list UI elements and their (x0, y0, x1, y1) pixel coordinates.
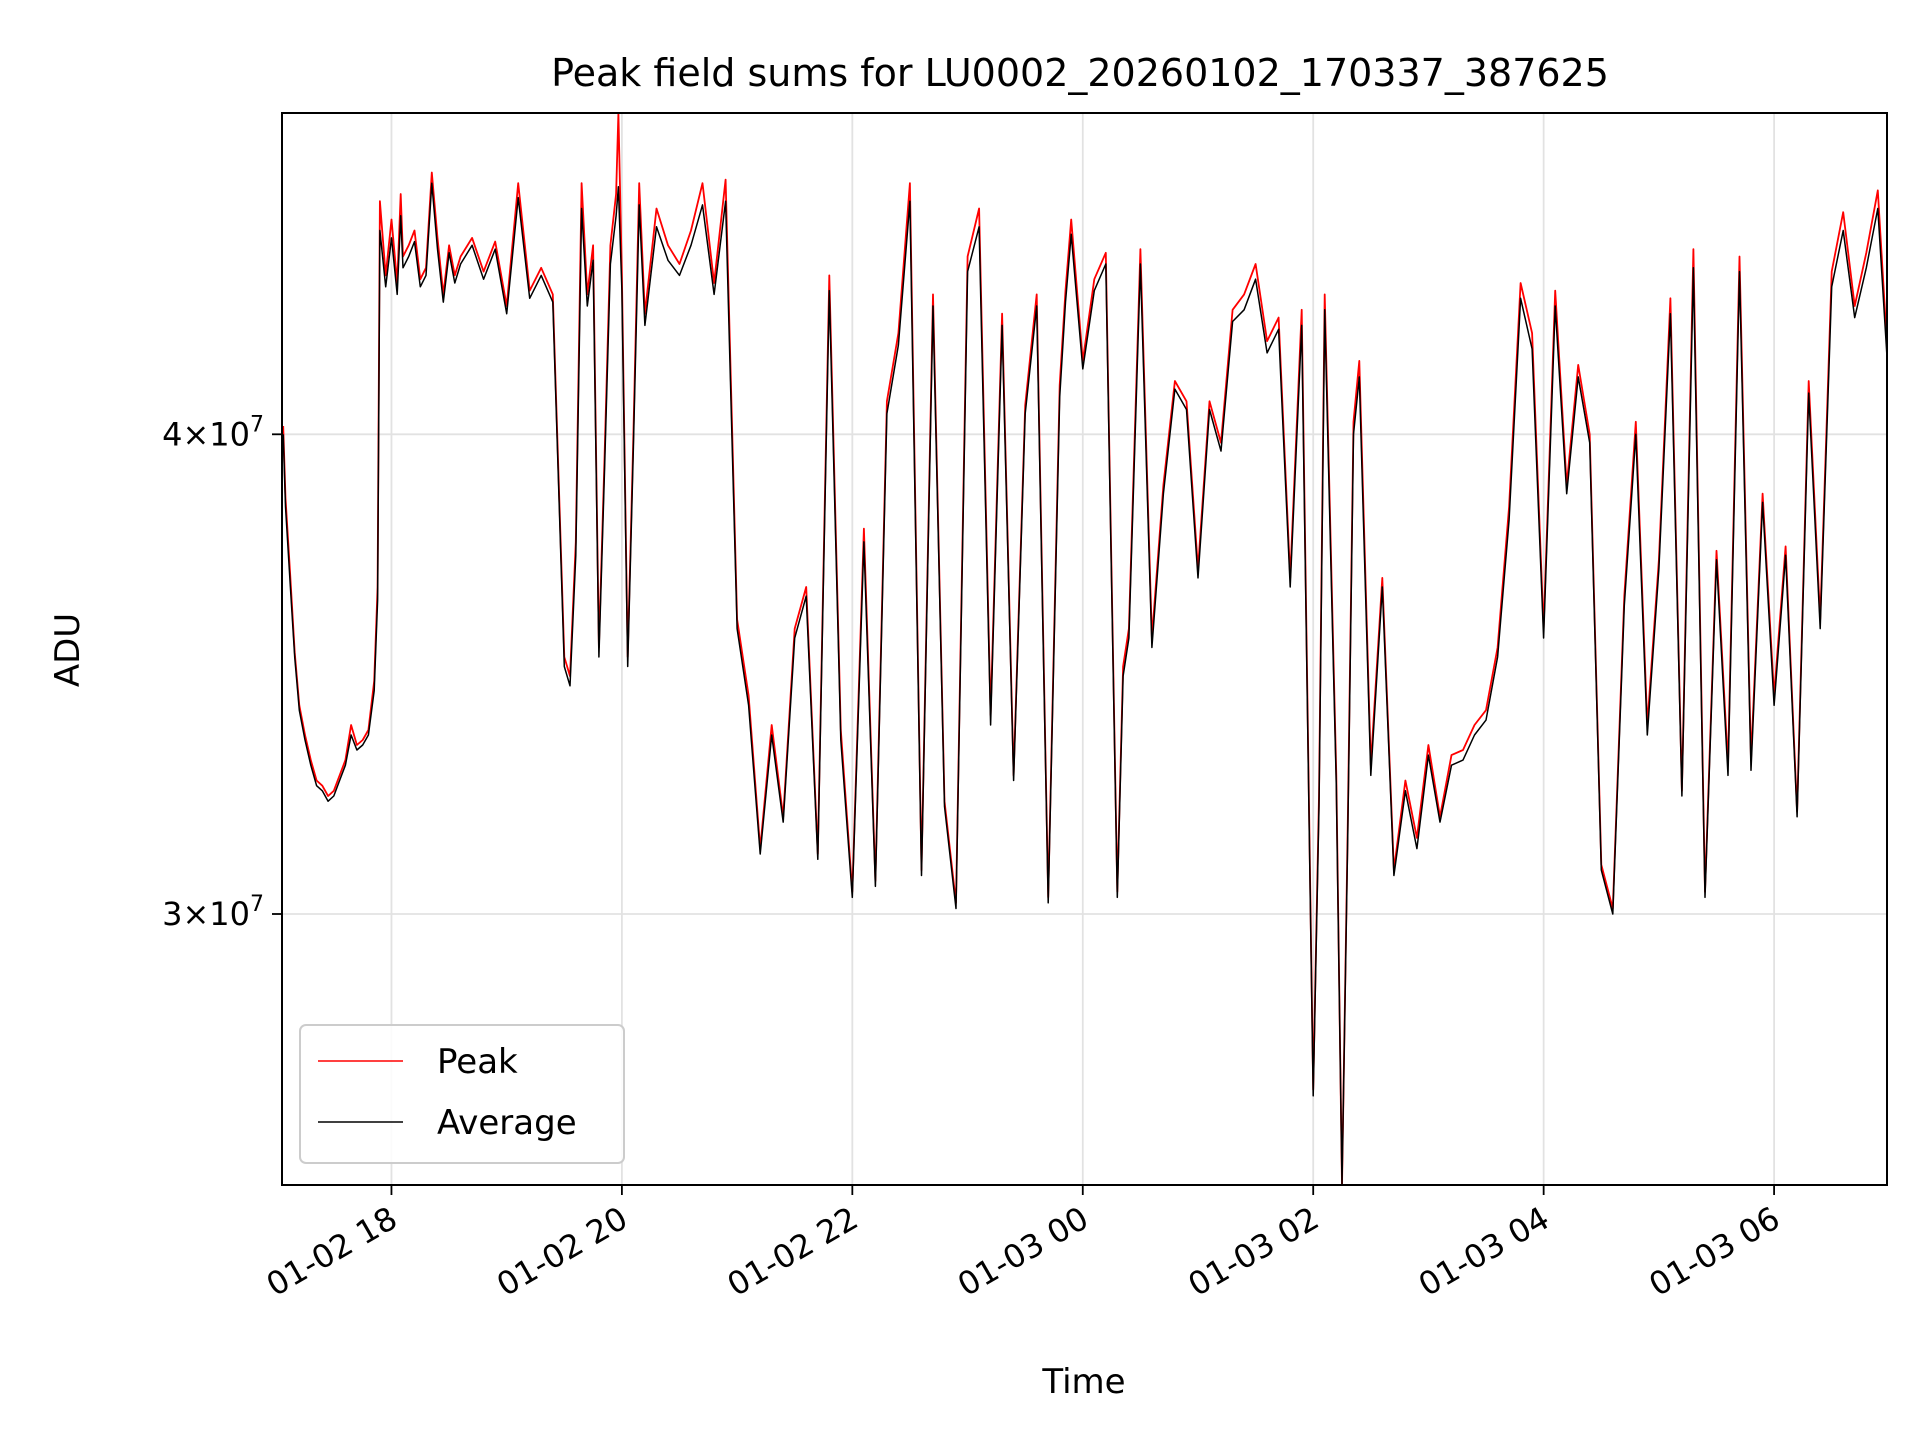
y-tick-label: 3×107 (162, 892, 264, 933)
chart-title: Peak field sums for LU0002_20260102_1703… (551, 51, 1609, 95)
y-axis-ticks: 3×107 4×107 (162, 412, 282, 933)
legend-box (299, 1024, 625, 1164)
x-axis-label: Time (1041, 1362, 1125, 1402)
series-line-average (282, 182, 1887, 1185)
series-lines (282, 113, 1887, 1185)
y-tick-label: 4×107 (162, 412, 264, 453)
legend: Peak Average (299, 1024, 625, 1164)
legend-label-peak: Peak (437, 1042, 518, 1082)
y-axis-label: ADU (48, 613, 88, 687)
legend-label-average: Average (437, 1103, 577, 1143)
plot-area-frame (281, 112, 1888, 1186)
grid-lines (282, 113, 1887, 1185)
